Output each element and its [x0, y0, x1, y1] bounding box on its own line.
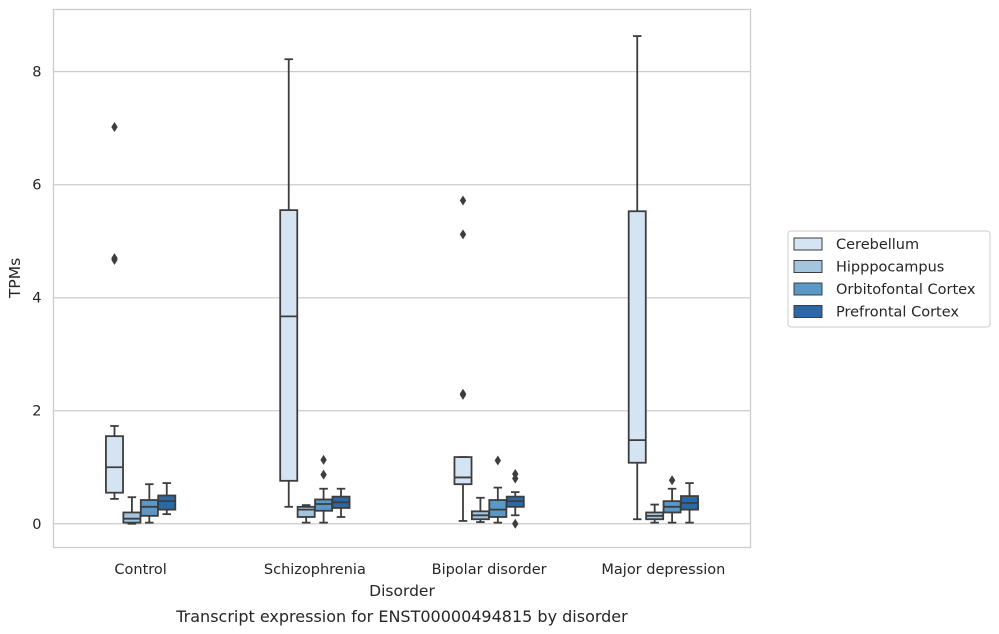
box-plot — [314, 454, 334, 524]
box — [157, 494, 177, 511]
outlier-point — [668, 475, 676, 486]
box-plot — [139, 483, 159, 524]
box — [105, 435, 124, 494]
outlier-point — [459, 229, 467, 240]
box-plot — [680, 482, 699, 524]
legend-label: Hipppocampus — [836, 260, 944, 276]
box-plot — [470, 496, 490, 523]
box — [627, 210, 647, 464]
box-plot — [157, 482, 177, 516]
y-tick-label: 4 — [32, 291, 41, 307]
x-tick-label: Bipolar disorder — [432, 562, 547, 578]
legend: Cerebellum Hipppocampus Orbitofontal Corte… — [787, 230, 991, 328]
box — [139, 499, 159, 517]
box — [488, 499, 508, 518]
chart-caption: Transcript expression for ENST0000049481… — [175, 607, 628, 626]
box-plot — [105, 122, 124, 500]
outlier-point — [459, 195, 467, 206]
legend-swatch — [793, 282, 823, 296]
outlier-point — [111, 122, 118, 133]
x-tick-label: Schizophrenia — [264, 562, 366, 578]
box — [122, 511, 142, 524]
box-plot — [627, 35, 647, 521]
legend-swatch — [793, 260, 823, 273]
x-tick-label: Major depression — [601, 562, 725, 578]
y-tick-label: 0 — [32, 517, 41, 533]
outlier-point — [111, 253, 118, 264]
box-plot — [296, 504, 316, 524]
legend-frame — [787, 230, 991, 328]
outlier-point — [512, 473, 519, 484]
outlier-point — [320, 454, 327, 465]
y-tick-label: 2 — [32, 404, 41, 420]
legend-swatch — [793, 305, 823, 318]
box-plot — [488, 455, 508, 524]
box-plot — [453, 195, 473, 522]
box-plot — [122, 496, 142, 525]
box — [314, 498, 334, 512]
legend-label: Cerebellum — [836, 237, 919, 253]
x-axis-title: Disorder — [369, 582, 435, 600]
box-plot — [331, 487, 351, 518]
box — [296, 505, 316, 518]
box-plots — [105, 35, 699, 529]
outlier-point — [320, 469, 327, 480]
legend-label: Orbitofontal Cortex — [836, 282, 976, 298]
y-tick-label: 6 — [32, 178, 41, 194]
y-tick-label: 8 — [32, 65, 41, 81]
outlier-point — [459, 389, 467, 400]
y-axis-title: TPMs — [6, 258, 24, 299]
plot-frame — [52, 8, 752, 549]
x-tick-labels: Control Schizophrenia Bipolar disorder Majo… — [114, 562, 725, 578]
legend-label: Prefrontal Cortex — [836, 305, 959, 321]
x-tick-label: Control — [114, 562, 166, 578]
box — [453, 456, 473, 486]
y-tick-labels: 0 2 4 6 8 — [32, 65, 41, 533]
box-plot — [662, 475, 682, 524]
outlier-point — [512, 518, 519, 529]
legend-swatch — [793, 237, 823, 251]
box — [279, 209, 299, 482]
box-plot — [505, 469, 525, 529]
box-plot — [645, 503, 665, 524]
box-plot — [279, 58, 299, 508]
outlier-point — [494, 455, 502, 466]
